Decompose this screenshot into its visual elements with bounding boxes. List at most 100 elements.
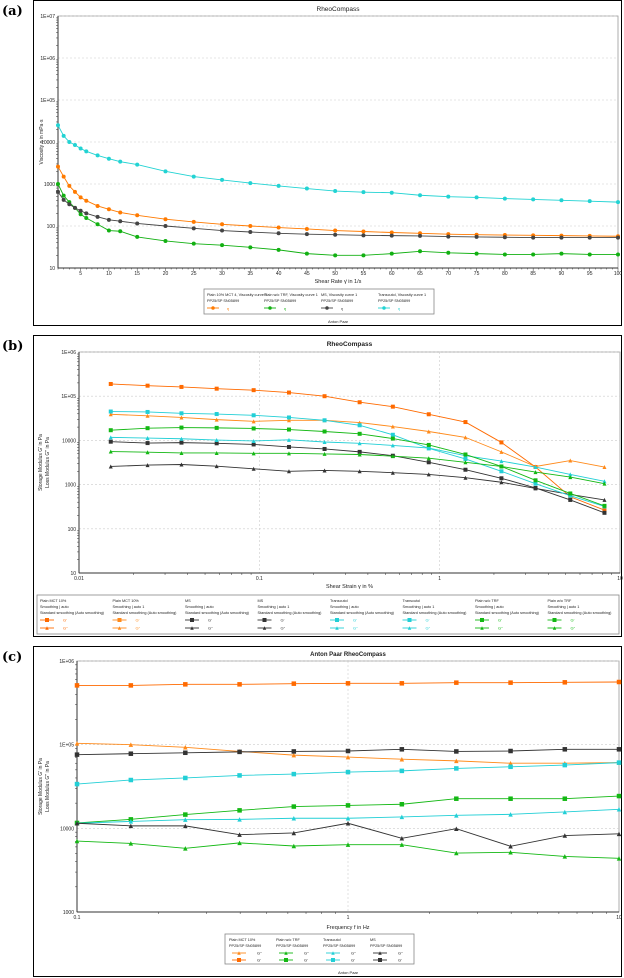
data-point bbox=[191, 226, 196, 231]
data-point bbox=[345, 842, 351, 847]
legend-entry-sub: PP25/SP SN05899 bbox=[323, 944, 355, 948]
data-point bbox=[163, 238, 168, 243]
data-point bbox=[135, 221, 140, 226]
legend-entry-name: Plain w/o TRF bbox=[475, 599, 499, 603]
x-tick-label: 100 bbox=[614, 271, 623, 277]
data-point bbox=[454, 826, 459, 831]
data-point bbox=[56, 189, 60, 194]
data-point bbox=[190, 618, 194, 622]
data-point bbox=[454, 758, 459, 764]
data-point bbox=[78, 208, 83, 213]
data-point bbox=[237, 958, 241, 962]
data-point bbox=[616, 793, 622, 799]
data-point bbox=[145, 441, 150, 446]
data-point bbox=[276, 247, 281, 252]
data-point bbox=[552, 618, 557, 622]
x-tick-label: 20 bbox=[163, 271, 169, 277]
data-point bbox=[286, 444, 291, 449]
legend-entry-name: MS, Viscosity curve 1 bbox=[321, 293, 357, 297]
data-point bbox=[325, 306, 329, 310]
data-point bbox=[74, 838, 80, 844]
data-point bbox=[237, 682, 242, 687]
x-tick-label: 60 bbox=[389, 271, 395, 277]
data-point bbox=[286, 427, 291, 432]
data-point bbox=[262, 626, 267, 630]
data-point bbox=[562, 747, 568, 752]
data-point bbox=[163, 224, 168, 228]
data-point bbox=[61, 193, 66, 198]
data-point bbox=[568, 472, 573, 477]
data-point bbox=[237, 951, 241, 955]
y-tick-label: 10000 bbox=[41, 140, 55, 146]
data-point bbox=[56, 182, 60, 186]
legend-symbol: G' bbox=[208, 618, 212, 623]
chart-footer: Anton Paar bbox=[338, 970, 359, 975]
data-point bbox=[562, 762, 568, 768]
data-point bbox=[502, 252, 507, 257]
data-point bbox=[616, 679, 622, 685]
data-point bbox=[145, 450, 150, 455]
data-point bbox=[214, 417, 219, 422]
data-point bbox=[446, 250, 451, 255]
legend-symbol: G'' bbox=[571, 626, 576, 631]
series-plain-w-o-trf-viscosity-curve-1 bbox=[56, 182, 620, 258]
data-point bbox=[72, 205, 77, 210]
data-point bbox=[463, 460, 468, 465]
x-tick-label: 55 bbox=[361, 271, 367, 277]
data-point bbox=[248, 229, 253, 234]
data-point bbox=[286, 437, 291, 442]
data-point bbox=[568, 497, 573, 502]
x-tick-label: 90 bbox=[559, 271, 565, 277]
legend-entry-name: Plain w/o TRF, Viscosity curve 1 bbox=[264, 293, 318, 297]
data-point bbox=[251, 388, 256, 393]
data-point bbox=[145, 436, 150, 441]
data-point bbox=[117, 618, 122, 622]
data-point bbox=[291, 830, 297, 836]
data-point bbox=[291, 804, 297, 809]
data-point bbox=[390, 443, 395, 448]
data-point bbox=[108, 464, 113, 469]
data-point bbox=[291, 681, 297, 686]
data-point bbox=[454, 796, 459, 801]
data-point bbox=[390, 404, 395, 409]
data-point bbox=[179, 450, 184, 455]
x-tick-label: 1 bbox=[438, 576, 441, 582]
data-point bbox=[108, 449, 113, 454]
data-point bbox=[190, 626, 194, 630]
data-point bbox=[533, 465, 538, 470]
data-point bbox=[322, 394, 327, 399]
legend-box bbox=[224, 933, 415, 965]
data-point bbox=[108, 381, 113, 386]
data-point bbox=[562, 854, 568, 859]
data-point bbox=[214, 425, 219, 430]
data-point bbox=[390, 436, 395, 441]
data-point bbox=[322, 418, 327, 423]
data-point bbox=[220, 228, 225, 233]
data-point bbox=[426, 460, 431, 465]
data-point bbox=[531, 252, 536, 257]
data-point bbox=[345, 681, 351, 686]
data-point bbox=[357, 423, 362, 428]
data-point bbox=[214, 441, 219, 446]
data-point bbox=[284, 951, 288, 955]
legend-symbol: G' bbox=[353, 618, 357, 623]
data-point bbox=[463, 435, 468, 440]
x-tick-label: 15 bbox=[134, 271, 140, 277]
data-point bbox=[418, 233, 423, 238]
data-point bbox=[357, 400, 362, 405]
data-point bbox=[389, 233, 394, 238]
data-point bbox=[291, 749, 297, 754]
data-point bbox=[399, 814, 405, 820]
legend-entry-name: MS bbox=[370, 938, 376, 942]
legend-entry-sub: PP25/SP SN05899 bbox=[276, 944, 308, 948]
data-point bbox=[559, 235, 564, 240]
data-point bbox=[183, 682, 188, 687]
legend-symbol: G' bbox=[351, 958, 355, 963]
data-point bbox=[378, 958, 382, 962]
x-axis-label: Frequency f in Hz bbox=[326, 925, 369, 931]
data-point bbox=[248, 224, 253, 228]
data-point bbox=[145, 413, 150, 418]
panel-b-label: (b) bbox=[2, 339, 24, 354]
data-point bbox=[214, 438, 219, 443]
data-point bbox=[74, 741, 80, 746]
